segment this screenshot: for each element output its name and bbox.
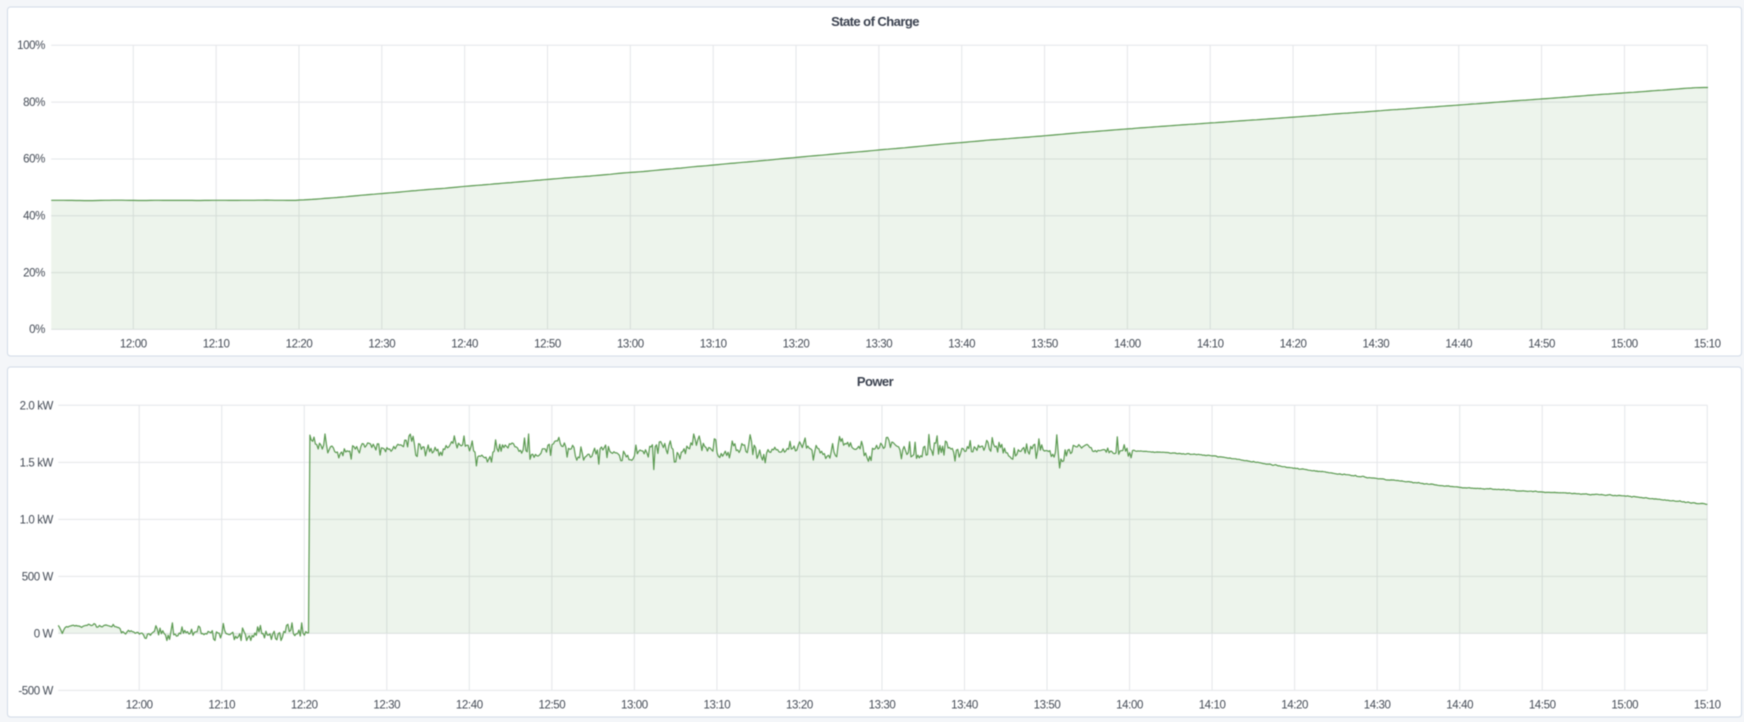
svg-text:12:10: 12:10 (203, 338, 230, 350)
svg-text:14:40: 14:40 (1446, 700, 1473, 712)
svg-text:1.0 kW: 1.0 kW (20, 515, 54, 527)
svg-text:14:20: 14:20 (1280, 338, 1307, 350)
svg-text:0 W: 0 W (34, 629, 54, 641)
svg-text:100%: 100% (17, 40, 45, 52)
svg-text:14:20: 14:20 (1281, 700, 1308, 712)
svg-text:13:00: 13:00 (617, 338, 644, 350)
svg-text:14:50: 14:50 (1529, 700, 1556, 712)
svg-text:15:10: 15:10 (1694, 338, 1721, 350)
svg-text:13:10: 13:10 (704, 700, 731, 712)
svg-text:13:50: 13:50 (1031, 338, 1058, 350)
svg-text:13:30: 13:30 (869, 700, 896, 712)
svg-text:13:10: 13:10 (700, 338, 727, 350)
svg-text:12:30: 12:30 (368, 338, 395, 350)
svg-text:15:00: 15:00 (1611, 700, 1638, 712)
svg-text:13:40: 13:40 (948, 338, 975, 350)
svg-text:12:50: 12:50 (538, 700, 565, 712)
svg-text:60%: 60% (23, 154, 45, 166)
svg-text:14:00: 14:00 (1116, 700, 1143, 712)
svg-text:12:40: 12:40 (456, 700, 483, 712)
svg-text:12:30: 12:30 (373, 700, 400, 712)
svg-text:2.0 kW: 2.0 kW (20, 401, 54, 413)
svg-text:14:30: 14:30 (1364, 700, 1391, 712)
svg-text:12:00: 12:00 (120, 338, 147, 350)
svg-text:80%: 80% (23, 97, 45, 109)
svg-text:13:40: 13:40 (951, 700, 978, 712)
svg-text:13:30: 13:30 (865, 338, 892, 350)
svg-text:14:40: 14:40 (1445, 338, 1472, 350)
svg-text:14:50: 14:50 (1528, 338, 1555, 350)
svg-text:12:10: 12:10 (208, 700, 235, 712)
svg-text:-500 W: -500 W (18, 686, 53, 698)
svg-text:12:50: 12:50 (534, 338, 561, 350)
svg-text:14:00: 14:00 (1114, 338, 1141, 350)
svg-text:500 W: 500 W (22, 572, 54, 584)
svg-text:13:20: 13:20 (783, 338, 810, 350)
svg-text:14:30: 14:30 (1363, 338, 1390, 350)
svg-text:12:20: 12:20 (286, 338, 313, 350)
svg-text:13:50: 13:50 (1034, 700, 1061, 712)
svg-text:12:20: 12:20 (291, 700, 318, 712)
svg-text:15:00: 15:00 (1611, 338, 1638, 350)
svg-text:12:40: 12:40 (451, 338, 478, 350)
svg-text:14:10: 14:10 (1199, 700, 1226, 712)
svg-text:15:10: 15:10 (1694, 700, 1721, 712)
svg-text:0%: 0% (29, 324, 45, 336)
svg-text:20%: 20% (23, 267, 45, 279)
svg-text:12:00: 12:00 (126, 700, 153, 712)
svg-text:13:00: 13:00 (621, 700, 648, 712)
svg-text:State of Charge: State of Charge (831, 14, 919, 29)
svg-text:14:10: 14:10 (1197, 338, 1224, 350)
svg-text:Power: Power (857, 374, 894, 389)
svg-text:13:20: 13:20 (786, 700, 813, 712)
svg-text:1.5 kW: 1.5 kW (20, 458, 54, 470)
svg-text:40%: 40% (23, 211, 45, 223)
